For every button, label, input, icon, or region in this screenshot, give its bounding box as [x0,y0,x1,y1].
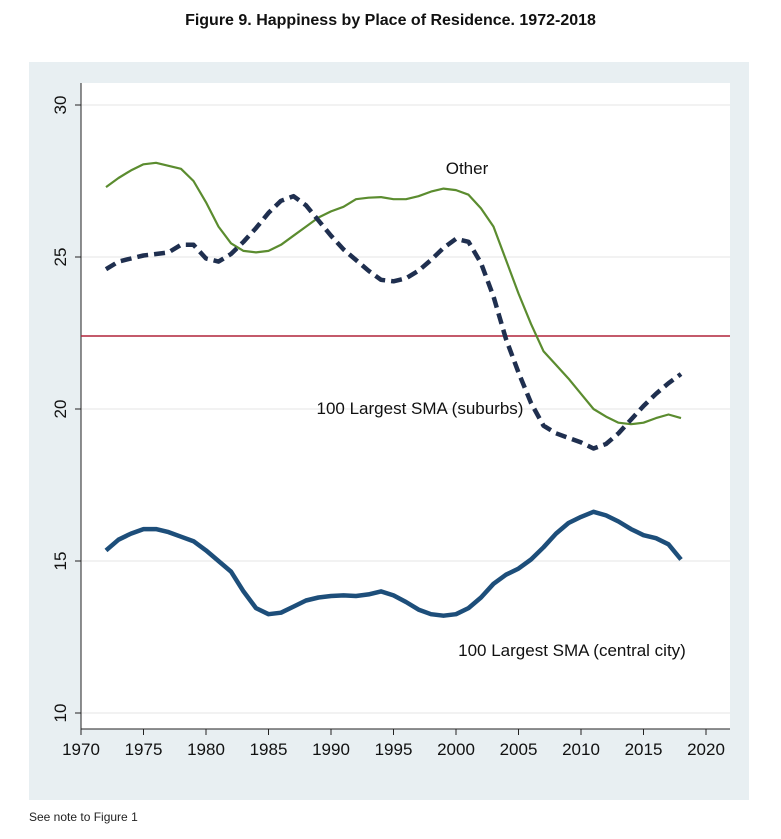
figure-note: See note to Figure 1 [29,810,138,824]
x-tick-label-1980: 1980 [187,740,225,759]
x-tick-label-1990: 1990 [312,740,350,759]
series-line-suburbs [104,193,683,451]
label-other: Other [446,159,489,178]
x-tick-label-2020: 2020 [687,740,725,759]
x-tick-label-2015: 2015 [625,740,663,759]
x-tick-label-2005: 2005 [500,740,538,759]
series-line-central-city [104,509,683,618]
y-tick-label-30: 30 [51,96,70,115]
x-tick-label-2000: 2000 [437,740,475,759]
x-tick-label-1975: 1975 [125,740,163,759]
y-tick-label-10: 10 [51,704,70,723]
figure-title: Figure 9. Happiness by Place of Residenc… [185,12,596,29]
y-tick-label-20: 20 [51,400,70,419]
label-suburbs: 100 Largest SMA (suburbs) [317,399,524,418]
axes: 10 15 20 25 30 1970 1975 1980 1985 1990 1995 2000 20… [51,83,730,759]
series-lines [104,161,683,618]
y-tick-label-15: 15 [51,552,70,571]
plot-area [81,83,730,729]
x-tick-label-1985: 1985 [250,740,288,759]
gridlines [81,104,730,714]
series-line-other [105,161,682,426]
x-tick-label-1970: 1970 [62,740,100,759]
x-tick-label-2010: 2010 [562,740,600,759]
label-central-city: 100 Largest SMA (central city) [458,641,686,660]
x-tick-label-1995: 1995 [375,740,413,759]
series-labels: Other 100 Largest SMA (suburbs) 100 Larges… [317,159,686,660]
y-tick-label-25: 25 [51,248,70,267]
